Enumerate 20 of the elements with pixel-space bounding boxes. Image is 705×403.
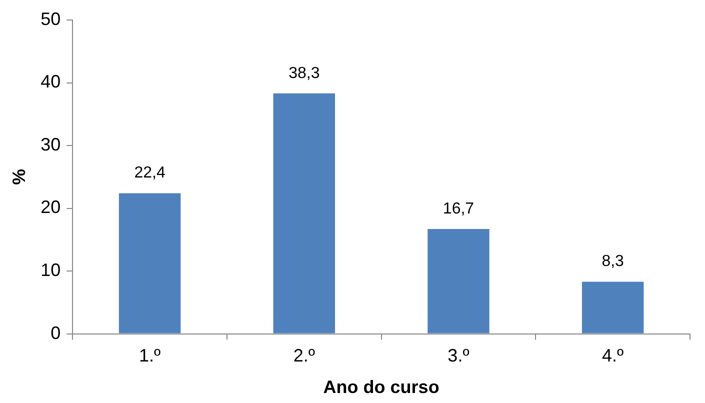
y-tick-label: 20 [40, 197, 61, 218]
data-label: 8,3 [602, 253, 624, 270]
y-axis-title: % [8, 168, 29, 185]
data-label: 16,7 [442, 200, 474, 218]
y-tick-label: 40 [40, 72, 61, 92]
bar [273, 93, 336, 334]
x-tick-label: 3.º [448, 346, 470, 366]
x-axis-title: Ano do curso [323, 377, 440, 398]
x-tick-label: 4.º [602, 346, 624, 366]
y-tick-label: 30 [40, 134, 61, 154]
bar [428, 228, 490, 334]
data-label: 38,3 [288, 64, 320, 82]
x-tick-label: 1.º [138, 346, 162, 366]
bar [582, 282, 644, 334]
y-tick-label: 10 [40, 260, 61, 280]
x-tick-label: 2.º [293, 346, 316, 366]
y-tick-label: 0 [50, 322, 61, 343]
data-label: 22,4 [134, 164, 166, 182]
y-tick-label: 50 [40, 8, 61, 29]
bar [118, 193, 181, 334]
